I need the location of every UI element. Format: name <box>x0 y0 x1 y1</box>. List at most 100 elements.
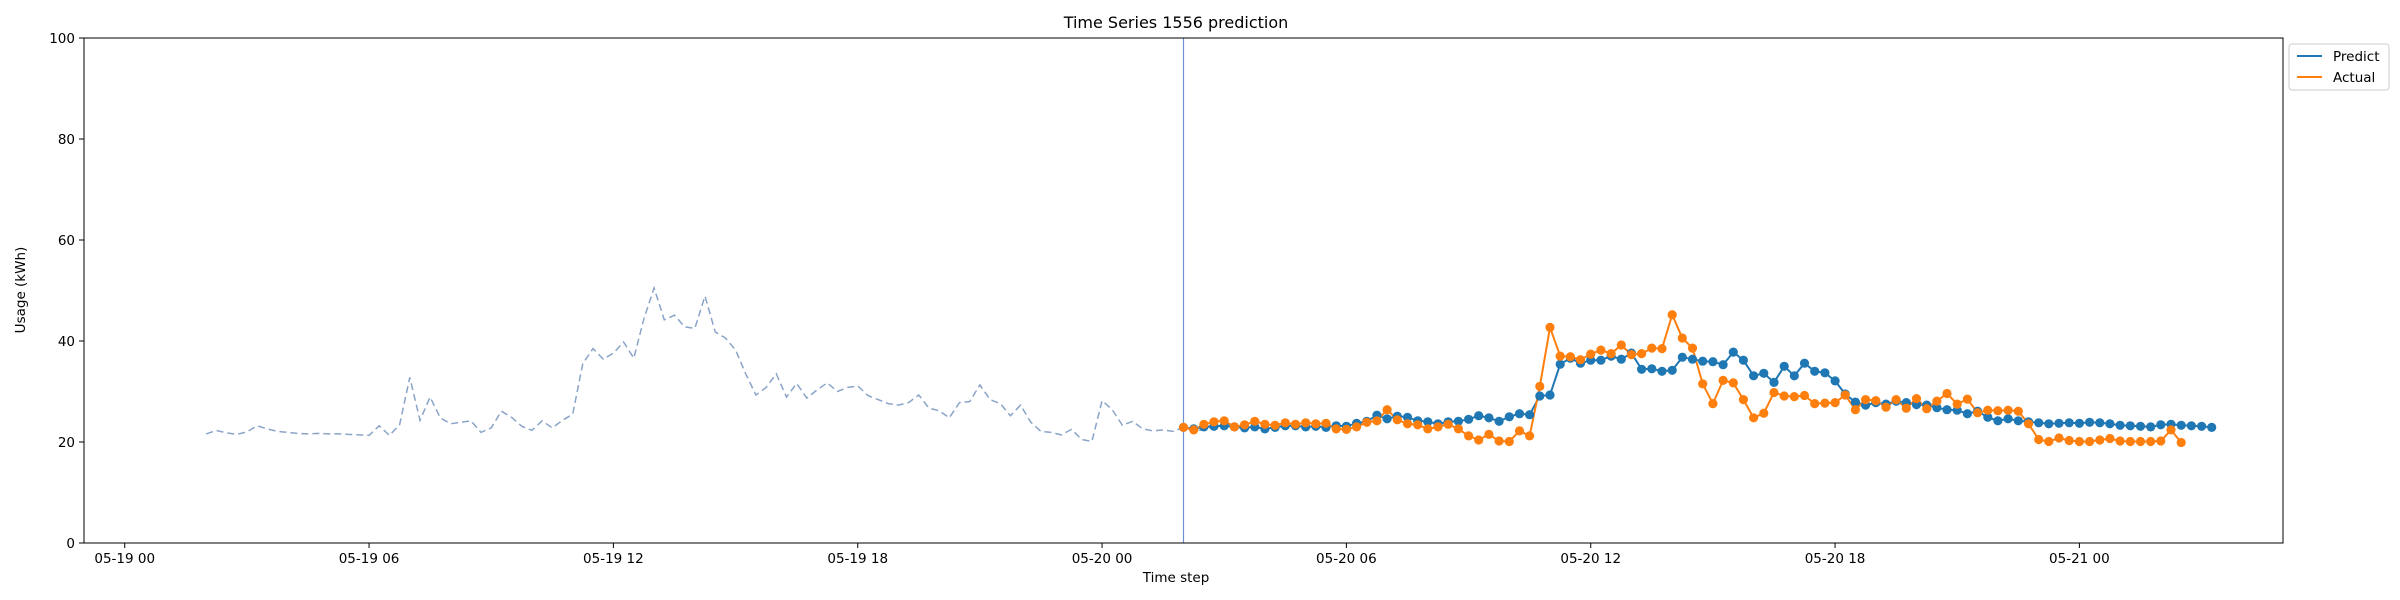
actual-point <box>1911 394 1922 404</box>
predict-point <box>1657 366 1667 376</box>
legend: Predict Actual <box>2288 43 2390 91</box>
predict-point <box>2186 421 2196 431</box>
x-tick-label: 05-19 00 <box>94 551 155 567</box>
legend-actual-label: Actual <box>2333 70 2375 86</box>
actual-point <box>1728 378 1738 388</box>
predict-point <box>1464 414 1474 424</box>
actual-point <box>1229 422 1239 432</box>
history-line <box>205 285 1225 443</box>
predict-point <box>1728 347 1738 357</box>
predict-point <box>1769 377 1779 387</box>
actual-point <box>1973 408 1983 418</box>
actual-point <box>1708 399 1718 409</box>
actual-point <box>1606 349 1616 359</box>
actual-point <box>1667 310 1677 320</box>
actual-point <box>1789 392 1799 402</box>
actual-point <box>1749 413 1759 423</box>
x-axis-label: Time step <box>1142 570 1210 586</box>
actual-point <box>1626 350 1636 360</box>
y-tick-label: 80 <box>58 132 75 148</box>
actual-point <box>1942 388 1952 399</box>
predict-point <box>1494 416 1504 426</box>
y-tick-label: 40 <box>58 334 75 350</box>
predict-point <box>2034 418 2044 428</box>
actual-point <box>1993 406 2003 416</box>
actual-point <box>2156 436 2166 446</box>
predict-point <box>1504 412 1514 422</box>
actual-point <box>1983 405 1993 415</box>
actual-markers <box>1178 310 2186 448</box>
y-tick-label: 100 <box>49 31 75 47</box>
predict-point <box>2156 420 2166 430</box>
predict-point <box>1983 412 1993 422</box>
predict-point <box>2064 418 2074 428</box>
actual-point <box>2003 405 2013 415</box>
predict-point <box>1382 414 1392 424</box>
actual-point <box>1260 419 1270 429</box>
actual-point <box>1657 344 1667 354</box>
actual-point <box>1637 349 1647 359</box>
predict-point <box>1718 360 1728 370</box>
actual-point <box>1962 394 1972 404</box>
actual-point <box>1799 390 1810 401</box>
actual-point <box>1555 351 1565 361</box>
actual-point <box>2176 437 2186 448</box>
actual-point <box>2135 436 2146 447</box>
predict-point <box>1820 368 1830 378</box>
plot-frame <box>83 37 2284 544</box>
actual-point <box>1413 420 1423 430</box>
predict-point <box>1830 376 1840 386</box>
actual-point <box>1891 395 1901 405</box>
predict-point <box>2125 421 2135 431</box>
predict-point <box>1810 366 1820 376</box>
actual-point <box>1545 322 1555 332</box>
actual-point <box>1901 403 1911 413</box>
predict-point <box>2085 417 2095 427</box>
predict-point <box>1616 354 1626 364</box>
actual-point <box>1301 418 1311 428</box>
predict-point <box>1484 413 1494 423</box>
predict-point <box>1423 417 1433 427</box>
actual-point <box>1586 349 1596 359</box>
actual-point <box>1392 415 1402 425</box>
actual-point <box>1759 408 1769 418</box>
predict-point <box>1637 364 1647 374</box>
predict-point <box>1749 371 1759 381</box>
predict-point <box>2074 418 2084 428</box>
actual-point <box>2146 436 2156 447</box>
predict-point <box>1596 355 1606 365</box>
actual-point <box>2085 436 2095 447</box>
predict-point <box>1535 391 1545 401</box>
actual-point <box>1352 422 1362 432</box>
predict-point <box>1514 409 1525 419</box>
predict-point <box>1779 361 1789 371</box>
actual-point <box>1290 419 1301 429</box>
actual-point <box>1952 399 1962 409</box>
predict-point <box>1698 356 1708 366</box>
actual-point <box>1189 425 1199 435</box>
actual-point <box>1311 419 1321 429</box>
predict-point <box>1402 412 1413 422</box>
y-tick-label: 60 <box>58 233 75 249</box>
x-tick-label: 05-19 18 <box>827 551 888 567</box>
predict-point <box>2013 416 2023 426</box>
actual-point <box>1362 417 1372 427</box>
actual-point <box>1677 333 1687 343</box>
actual-point <box>2034 434 2044 445</box>
x-tick-label: 05-20 12 <box>1560 551 1621 567</box>
actual-point <box>1494 436 1504 446</box>
y-ticks: 0 20 40 60 80 100 <box>49 31 84 552</box>
predict-point <box>1687 354 1698 364</box>
predict-point <box>1962 409 1972 419</box>
predict-point <box>2095 418 2105 428</box>
predict-markers <box>1178 347 2217 434</box>
actual-point <box>2074 436 2084 447</box>
predict-point <box>1850 397 1860 407</box>
actual-point <box>1932 396 1942 406</box>
predict-point <box>2044 419 2054 429</box>
predict-point <box>1545 390 1555 400</box>
actual-point <box>2044 436 2054 447</box>
y-tick-label: 0 <box>66 536 75 552</box>
